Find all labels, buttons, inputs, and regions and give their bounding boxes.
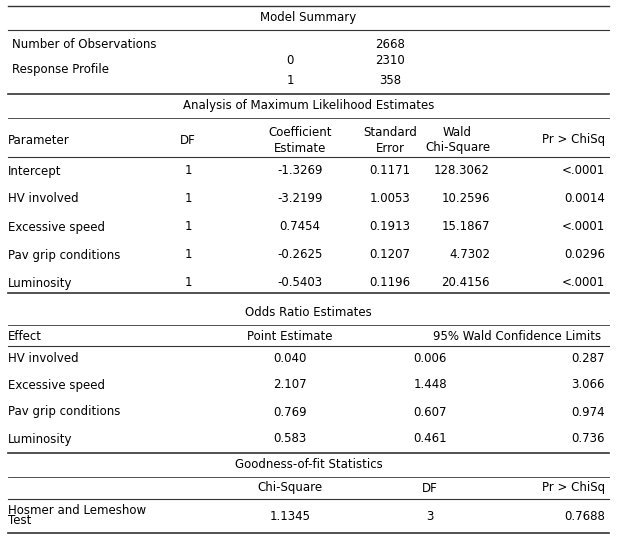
Text: 0.1913: 0.1913 bbox=[370, 220, 410, 233]
Text: 0.1171: 0.1171 bbox=[370, 165, 410, 177]
Text: 10.2596: 10.2596 bbox=[442, 192, 490, 206]
Text: Luminosity: Luminosity bbox=[8, 433, 73, 445]
Text: 0.0296: 0.0296 bbox=[564, 249, 605, 261]
Text: Wald
Chi-Square: Wald Chi-Square bbox=[425, 126, 490, 155]
Text: HV involved: HV involved bbox=[8, 192, 78, 206]
Text: 1: 1 bbox=[184, 165, 192, 177]
Text: Intercept: Intercept bbox=[8, 165, 62, 177]
Text: Excessive speed: Excessive speed bbox=[8, 378, 105, 392]
Text: Chi-Square: Chi-Square bbox=[257, 481, 323, 495]
Text: Pr > ChiSq: Pr > ChiSq bbox=[542, 134, 605, 146]
Text: 0.461: 0.461 bbox=[413, 433, 447, 445]
Text: <.0001: <.0001 bbox=[561, 276, 605, 290]
Text: Standard
Error: Standard Error bbox=[363, 126, 417, 155]
Text: Effect: Effect bbox=[8, 330, 42, 342]
Text: 0.583: 0.583 bbox=[273, 433, 307, 445]
Text: -0.5403: -0.5403 bbox=[278, 276, 323, 290]
Text: 0.974: 0.974 bbox=[571, 406, 605, 418]
Text: 1.1345: 1.1345 bbox=[270, 510, 310, 522]
Text: 2668: 2668 bbox=[375, 38, 405, 50]
Text: Analysis of Maximum Likelihood Estimates: Analysis of Maximum Likelihood Estimates bbox=[183, 100, 434, 112]
Text: 1: 1 bbox=[184, 192, 192, 206]
Text: 0.7454: 0.7454 bbox=[280, 220, 320, 233]
Text: 0.040: 0.040 bbox=[273, 351, 307, 365]
Text: 128.3062: 128.3062 bbox=[434, 165, 490, 177]
Text: 20.4156: 20.4156 bbox=[442, 276, 490, 290]
Text: DF: DF bbox=[422, 481, 438, 495]
Text: Number of Observations: Number of Observations bbox=[12, 38, 157, 50]
Text: 1: 1 bbox=[184, 249, 192, 261]
Text: 95% Wald Confidence Limits: 95% Wald Confidence Limits bbox=[433, 330, 602, 342]
Text: <.0001: <.0001 bbox=[561, 220, 605, 233]
Text: 1: 1 bbox=[184, 276, 192, 290]
Text: 0.736: 0.736 bbox=[571, 433, 605, 445]
Text: 2.107: 2.107 bbox=[273, 378, 307, 392]
Text: 1: 1 bbox=[184, 220, 192, 233]
Text: Pav grip conditions: Pav grip conditions bbox=[8, 249, 120, 261]
Text: -0.2625: -0.2625 bbox=[277, 249, 323, 261]
Text: Excessive speed: Excessive speed bbox=[8, 220, 105, 233]
Text: 358: 358 bbox=[379, 74, 401, 86]
Text: 0.769: 0.769 bbox=[273, 406, 307, 418]
Text: 4.7302: 4.7302 bbox=[449, 249, 490, 261]
Text: Test: Test bbox=[8, 515, 31, 527]
Text: 1: 1 bbox=[286, 74, 294, 86]
Text: Luminosity: Luminosity bbox=[8, 276, 73, 290]
Text: 0.287: 0.287 bbox=[571, 351, 605, 365]
Text: 3: 3 bbox=[426, 510, 434, 522]
Text: 1.448: 1.448 bbox=[413, 378, 447, 392]
Text: 0.7688: 0.7688 bbox=[564, 510, 605, 522]
Text: -1.3269: -1.3269 bbox=[277, 165, 323, 177]
Text: -3.2199: -3.2199 bbox=[277, 192, 323, 206]
Text: Pav grip conditions: Pav grip conditions bbox=[8, 406, 120, 418]
Text: 0: 0 bbox=[286, 54, 294, 66]
Text: DF: DF bbox=[180, 134, 196, 146]
Text: Odds Ratio Estimates: Odds Ratio Estimates bbox=[245, 306, 372, 320]
Text: Model Summary: Model Summary bbox=[260, 12, 357, 24]
Text: Coefficient
Estimate: Coefficient Estimate bbox=[268, 126, 332, 155]
Text: 0.607: 0.607 bbox=[413, 406, 447, 418]
Text: HV involved: HV involved bbox=[8, 351, 78, 365]
Text: 1.0053: 1.0053 bbox=[370, 192, 410, 206]
Text: 0.0014: 0.0014 bbox=[564, 192, 605, 206]
Text: Response Profile: Response Profile bbox=[12, 64, 109, 76]
Text: Pr > ChiSq: Pr > ChiSq bbox=[542, 481, 605, 495]
Text: 15.1867: 15.1867 bbox=[442, 220, 490, 233]
Text: Point Estimate: Point Estimate bbox=[247, 330, 333, 342]
Text: Parameter: Parameter bbox=[8, 134, 70, 146]
Text: 2310: 2310 bbox=[375, 54, 405, 66]
Text: 0.006: 0.006 bbox=[413, 351, 447, 365]
Text: Goodness-of-fit Statistics: Goodness-of-fit Statistics bbox=[234, 459, 383, 471]
Text: 3.066: 3.066 bbox=[571, 378, 605, 392]
Text: <.0001: <.0001 bbox=[561, 165, 605, 177]
Text: 0.1196: 0.1196 bbox=[370, 276, 410, 290]
Text: Hosmer and Lemeshow: Hosmer and Lemeshow bbox=[8, 505, 146, 517]
Text: 0.1207: 0.1207 bbox=[370, 249, 410, 261]
